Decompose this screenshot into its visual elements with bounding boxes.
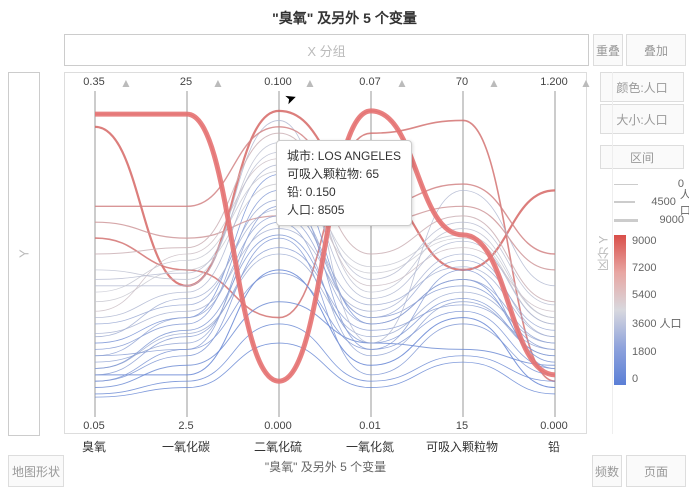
axis-label: 铅 [548,438,560,455]
axis-sort-arrow-icon[interactable]: ▲ [212,76,224,90]
axis-bottom-tick: 0.05 [83,420,104,432]
reset-button[interactable]: 重叠 [593,34,623,66]
tooltip-value: 8505 [318,203,345,217]
tooltip: 城市: LOS ANGELES 可吸入颗粒物: 65 铅: 0.150 人口: 850… [276,140,412,226]
axis-label: 一氧化碳 [162,438,210,455]
chart-title: "臭氧" 及另外 5 个变量 [0,8,689,28]
axis-sort-arrow-icon[interactable]: ▲ [580,76,592,90]
axis-bottom-tick: 15 [456,420,468,432]
tooltip-label: 铅: [287,185,302,199]
axis-label: 臭氧 [82,438,106,455]
color-legend-tick: 9000 [632,235,656,247]
color-legend-title: 人口 [660,318,682,330]
tooltip-label: 人口: [287,203,314,217]
size-legend-value: 9000 [644,214,684,226]
tooltip-label: 可吸入颗粒物: [287,167,362,181]
color-legend-tick: 5400 [632,289,656,301]
axis-bottom-tick: 0.000 [264,420,292,432]
axis-top-tick: 0.35 [83,76,104,88]
x-axis-labels: 臭氧 一氧化碳 二氧化硫 一氧化氮 可吸入颗粒物 铅 [64,438,587,456]
size-legend-value: 0 [644,178,684,190]
color-legend-tick: 3600 [632,318,656,330]
y-group-dropzone[interactable]: 区分 Y [594,72,613,434]
axis-sort-arrow-icon[interactable]: ▲ [488,76,500,90]
axis-label: 可吸入颗粒物 [426,438,498,455]
parallel-plot[interactable] [64,72,587,434]
axis-sort-arrow-icon[interactable]: ▲ [120,76,132,90]
axis-bottom-tick: 0.01 [359,420,380,432]
axis-sort-arrow-icon[interactable]: ▲ [396,76,408,90]
y-dropzone[interactable]: Y [8,72,40,436]
axis-bottom-tick: 2.5 [178,420,193,432]
tooltip-value: 65 [366,167,379,181]
frequency-button[interactable]: 频数 [592,455,622,487]
x-group-dropzone[interactable]: X 分组 [64,34,589,66]
tooltip-value: 0.150 [306,185,336,199]
color-legend: 9000 7200 5400 3600 人口 1800 0 [614,235,682,385]
color-legend-tick: 7200 [632,262,656,274]
size-legend-value: 4500 [641,196,676,208]
axis-top-tick: 0.07 [359,76,380,88]
axis-label: 二氧化硫 [254,438,302,455]
axis-sort-arrow-icon[interactable]: ▲ [304,76,316,90]
color-legend-tick: 0 [632,373,638,385]
tooltip-label: 城市: [287,149,314,163]
axis-top-tick: 25 [180,76,192,88]
axis-label: 一氧化氮 [346,438,394,455]
color-legend-bar [614,235,626,385]
axis-bottom-tick: 0.000 [540,420,568,432]
map-shape-button[interactable]: 地图形状 [8,455,64,487]
x-axis-caption: "臭氧" 及另外 5 个变量 [64,458,587,475]
color-legend-tick: 1800 [632,346,656,358]
tooltip-value: LOS ANGELES [318,149,401,163]
axis-top-tick: 0.100 [264,76,292,88]
axis-top-tick: 1.200 [540,76,568,88]
axis-top-tick: 70 [456,76,468,88]
size-legend: 04500人口9000 [614,175,689,229]
series-line[interactable] [95,270,555,388]
stack-button[interactable]: 叠加 [626,34,686,66]
page-button[interactable]: 页面 [626,455,686,487]
